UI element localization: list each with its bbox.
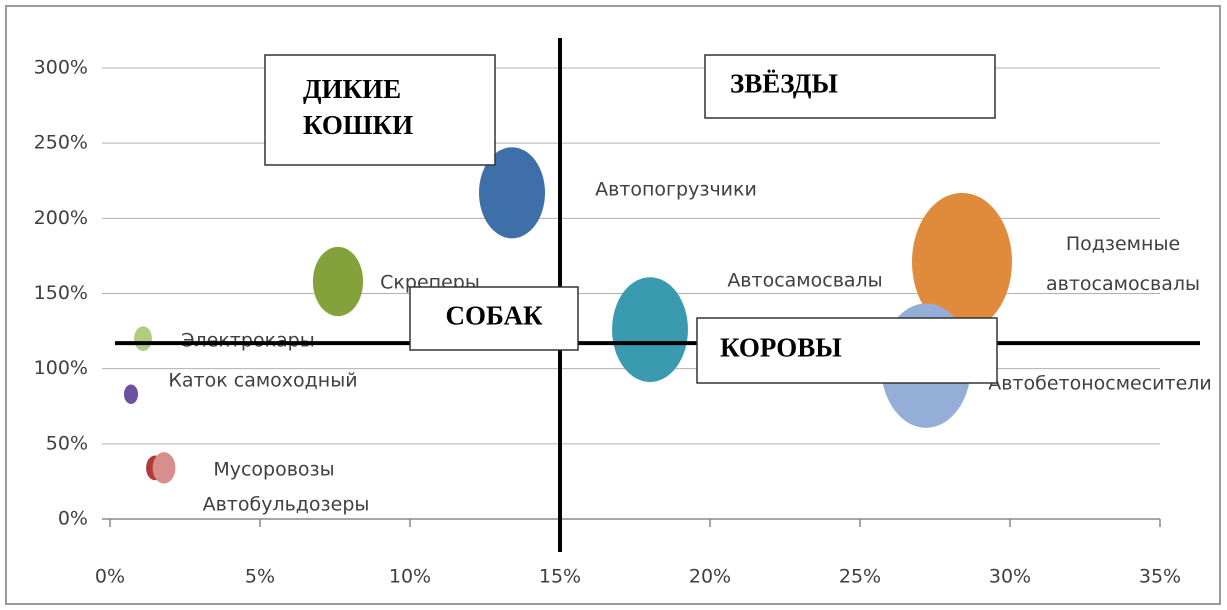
bubble xyxy=(134,326,152,351)
bubble-label: Автобетоносмесители xyxy=(988,373,1212,395)
bubble xyxy=(912,192,1012,331)
y-tick-label: 200% xyxy=(34,207,88,229)
quadrant-box xyxy=(704,54,996,119)
bubble-label-line: Подземные xyxy=(1066,233,1180,255)
chart-frame xyxy=(5,5,1221,605)
x-tick-label: 15% xyxy=(539,566,581,588)
x-tick-label: 35% xyxy=(1139,566,1181,588)
x-tick-label: 5% xyxy=(245,566,275,588)
quadrant-box xyxy=(696,317,998,384)
y-tick-label: 150% xyxy=(34,282,88,304)
bubble xyxy=(478,147,546,239)
bubble-label-line: автосамосвалы xyxy=(1046,273,1200,295)
bubble-label: Автопогрузчики xyxy=(595,179,757,201)
bubble-label: Электрокары xyxy=(181,330,315,352)
x-tick-label: 0% xyxy=(95,566,125,588)
y-tick-label: 0% xyxy=(58,508,88,530)
bubble xyxy=(612,277,688,382)
quadrant-box xyxy=(264,54,496,166)
bubble-label: Мусоровозы xyxy=(213,459,334,481)
bubble xyxy=(123,384,139,404)
x-tick-label: 30% xyxy=(989,566,1031,588)
quadrant-label: ЗВЁЗДЫ xyxy=(730,69,838,99)
y-tick-label: 250% xyxy=(34,132,88,154)
x-tick-label: 20% xyxy=(689,566,731,588)
quadrant-label-line: КОШКИ xyxy=(303,110,413,140)
bubble-label: Каток самоходный xyxy=(168,370,357,392)
quadrant-label: КОРОВЫ xyxy=(720,333,842,363)
quadrant-label: СОБАК xyxy=(445,301,542,331)
x-tick-label: 25% xyxy=(839,566,881,588)
y-tick-label: 100% xyxy=(34,357,88,379)
bubble xyxy=(152,452,176,484)
bubble-label: Автобульдозеры xyxy=(203,494,370,516)
y-tick-label: 50% xyxy=(46,432,88,454)
quadrant-label: ДИКИЕ КОШКИ xyxy=(303,74,413,140)
x-tick-label: 10% xyxy=(389,566,431,588)
quadrant-label-line: ДИКИЕ xyxy=(303,74,401,104)
bubble-label: Автосамосвалы xyxy=(727,270,882,292)
quadrant-box xyxy=(409,286,579,351)
bubble-label: Подземные автосамосвалы xyxy=(1046,233,1200,295)
bubble xyxy=(312,246,364,317)
y-tick-label: 300% xyxy=(34,57,88,79)
